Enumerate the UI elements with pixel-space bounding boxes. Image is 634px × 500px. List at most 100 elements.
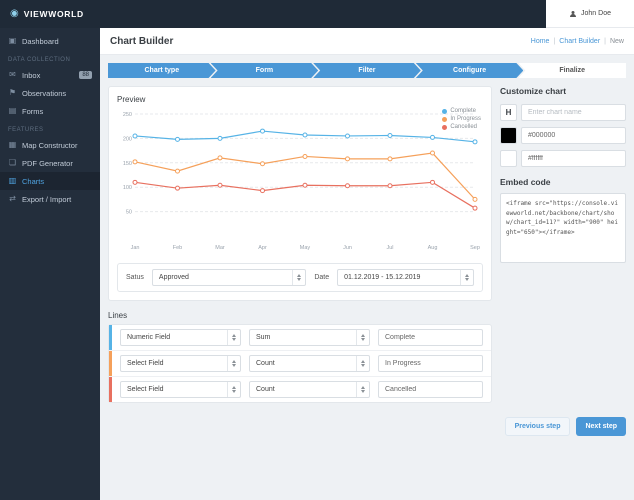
- chart-icon: ▥: [8, 176, 17, 185]
- sidebar-item-pdf-generator[interactable]: ❏ PDF Generator: [0, 154, 100, 172]
- aggregation-select[interactable]: Count: [249, 381, 370, 398]
- field-select[interactable]: Select Field: [120, 355, 241, 372]
- next-step-button[interactable]: Next step: [576, 417, 626, 436]
- breadcrumb: Home | Chart Builder | New: [531, 38, 624, 45]
- field-select-value: Select Field: [127, 360, 164, 367]
- brand-name: VIEWWORLD: [23, 9, 84, 19]
- step-form[interactable]: Form: [211, 63, 319, 78]
- sidebar-item-label: Map Constructor: [22, 140, 78, 150]
- page-title: Chart Builder: [110, 35, 174, 47]
- sidebar-item-label: Export / Import: [22, 194, 72, 204]
- breadcrumb-current: New: [609, 37, 624, 45]
- preview-title: Preview: [117, 95, 146, 104]
- svg-text:Mar: Mar: [215, 245, 225, 251]
- sidebar-item-dashboard[interactable]: ▣ Dashboard: [0, 32, 100, 50]
- select-arrows-icon: [356, 330, 365, 345]
- brand[interactable]: ◉ VIEWWORLD: [0, 0, 546, 28]
- step-configure[interactable]: Configure: [416, 63, 524, 78]
- sidebar-item-forms[interactable]: ▤ Forms: [0, 102, 100, 120]
- field-select[interactable]: Select Field: [120, 381, 241, 398]
- line-chart: 50 100 150 200 250 Jan Feb Mar Apr May Jun Jul Aug Se…: [117, 106, 483, 257]
- chart-canvas: 50 100 150 200 250 Jan Feb Mar Apr May Jun Jul Aug Se…: [123, 112, 480, 251]
- color-swatch-white[interactable]: [500, 150, 517, 167]
- svg-text:May: May: [300, 245, 311, 251]
- sidebar-item-observations[interactable]: ⚑ Observations: [0, 84, 100, 102]
- svg-text:Jul: Jul: [386, 245, 393, 251]
- aggregation-select-value: Count: [256, 360, 275, 367]
- date-range-select[interactable]: 01.12.2019 - 15.12.2019: [337, 269, 474, 286]
- sidebar-item-charts[interactable]: ▥ Charts: [0, 172, 100, 190]
- svg-text:Aug: Aug: [428, 245, 438, 251]
- line-row-cancelled: Select Field Count: [109, 377, 491, 402]
- breadcrumb-chart-builder-link[interactable]: Chart Builder: [559, 37, 601, 45]
- select-arrows-icon: [356, 382, 365, 397]
- customize-panel: Customize chart H Embed code <iframe: [500, 86, 626, 403]
- step-filter[interactable]: Filter: [313, 63, 421, 78]
- breadcrumb-separator: |: [553, 37, 556, 45]
- select-arrows-icon: [227, 330, 236, 345]
- step-chart-type[interactable]: Chart type: [108, 63, 216, 78]
- legend-item: Cancelled: [442, 124, 481, 130]
- svg-text:Apr: Apr: [258, 245, 267, 251]
- chart-name-input[interactable]: [521, 104, 626, 121]
- status-label: Satus: [126, 274, 144, 281]
- breadcrumb-home-link[interactable]: Home: [530, 37, 550, 45]
- map-icon: ▦: [8, 140, 17, 149]
- line-row-complete: Numeric Field Sum: [109, 325, 491, 351]
- sidebar-item-export-import[interactable]: ⇄ Export / Import: [0, 190, 100, 208]
- line-row-in-progress: Select Field Count: [109, 351, 491, 377]
- select-arrows-icon: [356, 356, 365, 371]
- user-icon: [570, 10, 577, 17]
- svg-text:Feb: Feb: [173, 245, 182, 251]
- legend-dot-icon: [442, 124, 448, 130]
- lines-card: Numeric Field Sum Select Field: [108, 324, 492, 403]
- svg-text:150: 150: [123, 161, 132, 167]
- aggregation-select-value: Sum: [256, 334, 271, 341]
- inbox-icon: ✉: [9, 70, 16, 79]
- heading-style-button[interactable]: H: [500, 104, 517, 121]
- svg-text:Jan: Jan: [131, 245, 140, 251]
- main-area: Chart Builder Home | Chart Builder | New…: [100, 28, 634, 436]
- sidebar-item-map-constructor[interactable]: ▦ Map Constructor: [0, 136, 100, 154]
- embed-code-title: Embed code: [500, 177, 551, 187]
- sidebar-item-inbox[interactable]: ✉ Inbox 88: [0, 66, 100, 84]
- line-name-input[interactable]: [378, 329, 483, 346]
- status-select-value: Approved: [158, 274, 189, 281]
- svg-text:100: 100: [123, 185, 132, 191]
- viewworld-logo-icon: ◉: [10, 8, 19, 19]
- step-finalize[interactable]: Finalize: [518, 63, 626, 78]
- svg-text:200: 200: [123, 136, 132, 142]
- user-menu[interactable]: John Doe: [546, 0, 634, 28]
- select-arrows-icon: [227, 382, 236, 397]
- field-select[interactable]: Numeric Field: [120, 329, 241, 346]
- legend-item: In Progress: [442, 116, 481, 122]
- pdf-file-icon: ❏: [8, 158, 17, 167]
- line-name-input[interactable]: [378, 355, 483, 372]
- preview-card: Preview 50 100 150 200 250 Jan Feb Mar Apr May Jun…: [108, 86, 492, 301]
- color-swatch-black[interactable]: [500, 127, 517, 144]
- aggregation-select[interactable]: Count: [249, 355, 370, 372]
- background-color-input[interactable]: [521, 150, 626, 167]
- sidebar: ▣ Dashboard Data Collection ✉ Inbox 88 ⚑…: [0, 28, 100, 500]
- document-icon: ▤: [8, 106, 17, 115]
- flag-icon: ⚑: [8, 88, 17, 97]
- chart-legend: Complete In Progress Cancelled: [442, 108, 481, 130]
- page-header: Chart Builder Home | Chart Builder | New: [100, 28, 634, 55]
- status-select[interactable]: Approved: [151, 269, 307, 286]
- wizard-stepper: Chart type Form Filter Configure Finaliz…: [108, 63, 626, 78]
- primary-color-input[interactable]: [521, 127, 626, 144]
- sidebar-item-label: Charts: [22, 176, 45, 186]
- embed-code-textarea[interactable]: <iframe src="https://console.viewworld.n…: [500, 193, 626, 263]
- aggregation-select[interactable]: Sum: [249, 329, 370, 346]
- sidebar-item-label: Dashboard: [22, 36, 59, 46]
- sidebar-item-label: Inbox: [22, 70, 41, 80]
- dashboard-icon: ▣: [8, 36, 17, 45]
- line-name-input[interactable]: [378, 381, 483, 398]
- legend-dot-icon: [442, 108, 448, 114]
- export-import-icon: ⇄: [9, 194, 16, 203]
- sidebar-item-label: Observations: [22, 88, 67, 98]
- customize-title: Customize chart: [500, 86, 567, 96]
- lines-section-title: Lines: [108, 311, 128, 320]
- legend-dot-icon: [442, 116, 448, 122]
- previous-step-button[interactable]: Previous step: [504, 417, 571, 436]
